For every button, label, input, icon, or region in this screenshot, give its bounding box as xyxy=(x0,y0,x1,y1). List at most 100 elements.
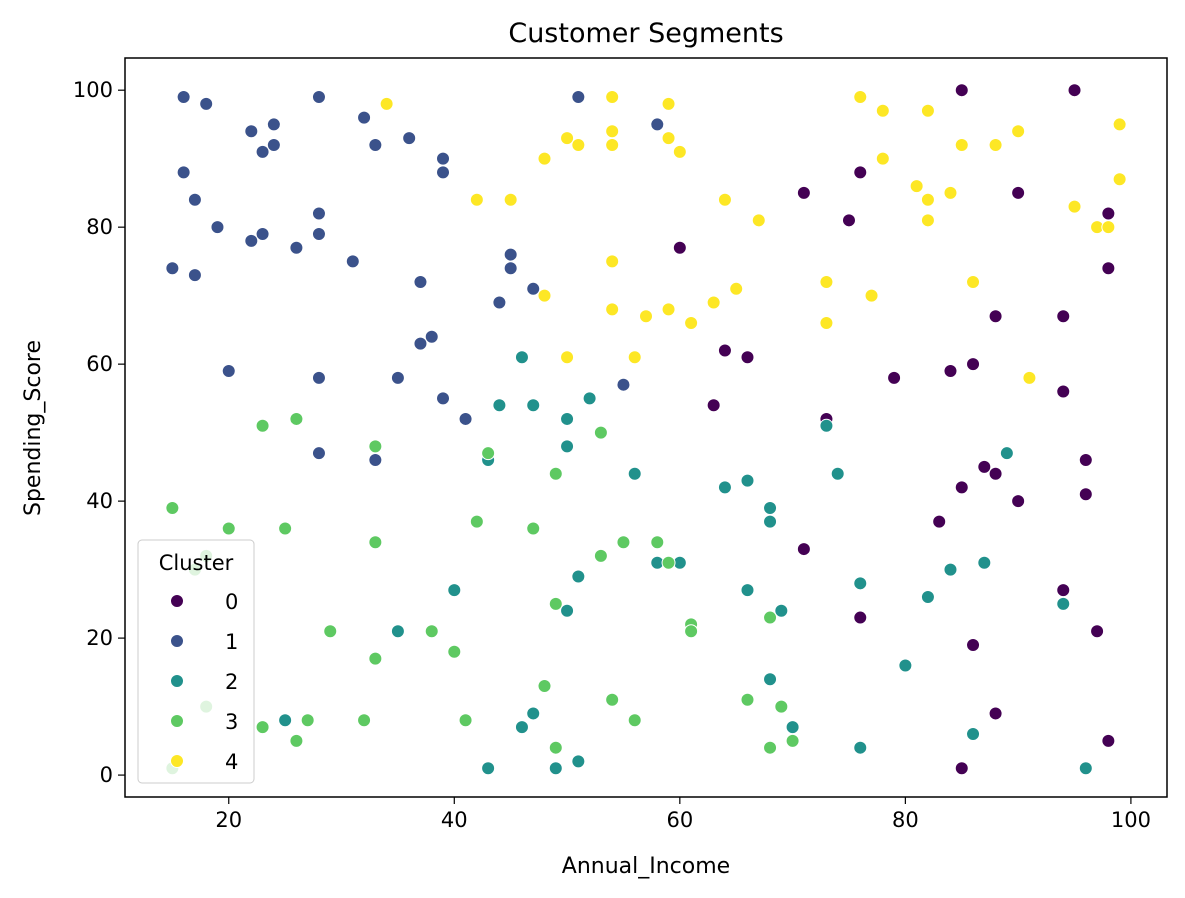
legend-box xyxy=(137,539,255,784)
data-point-cluster-1 xyxy=(458,411,473,426)
data-point-cluster-1 xyxy=(244,233,259,248)
data-point-cluster-3 xyxy=(447,644,462,659)
data-point-cluster-2 xyxy=(390,624,405,639)
data-point-cluster-1 xyxy=(436,165,451,180)
data-point-cluster-4 xyxy=(661,96,676,111)
data-point-cluster-0 xyxy=(1056,309,1071,324)
data-point-cluster-3 xyxy=(593,425,608,440)
data-point-cluster-4 xyxy=(537,288,552,303)
x-tick-label: 60 xyxy=(666,808,693,832)
data-point-cluster-3 xyxy=(661,555,676,570)
data-point-cluster-4 xyxy=(1112,117,1127,132)
data-point-cluster-0 xyxy=(796,542,811,557)
data-point-cluster-2 xyxy=(560,439,575,454)
data-point-cluster-4 xyxy=(560,350,575,365)
data-point-cluster-4 xyxy=(875,151,890,166)
data-point-cluster-3 xyxy=(548,740,563,755)
data-point-cluster-2 xyxy=(514,350,529,365)
legend-label-0: 0 xyxy=(225,590,238,614)
legend-marker-0 xyxy=(170,594,184,608)
data-point-cluster-1 xyxy=(255,144,270,159)
x-axis-label: Annual_Income xyxy=(562,854,730,879)
data-point-cluster-4 xyxy=(864,288,879,303)
data-point-cluster-0 xyxy=(1101,733,1116,748)
y-tick-label: 40 xyxy=(86,489,113,513)
data-point-cluster-2 xyxy=(763,672,778,687)
data-point-cluster-0 xyxy=(1078,453,1093,468)
data-point-cluster-3 xyxy=(300,713,315,728)
data-point-cluster-3 xyxy=(763,610,778,625)
data-point-cluster-2 xyxy=(560,411,575,426)
data-point-cluster-3 xyxy=(548,596,563,611)
data-point-cluster-1 xyxy=(244,124,259,139)
data-point-cluster-4 xyxy=(1067,199,1082,214)
legend-marker-3 xyxy=(170,714,184,728)
data-point-cluster-4 xyxy=(920,213,935,228)
data-point-cluster-4 xyxy=(717,192,732,207)
data-point-cluster-1 xyxy=(357,110,372,125)
data-point-cluster-2 xyxy=(560,603,575,618)
data-point-cluster-1 xyxy=(413,274,428,289)
chart-title: Customer Segments xyxy=(508,18,783,49)
data-point-cluster-0 xyxy=(1067,83,1082,98)
data-point-cluster-2 xyxy=(819,418,834,433)
data-point-cluster-3 xyxy=(255,720,270,735)
data-point-cluster-4 xyxy=(684,316,699,331)
data-point-cluster-2 xyxy=(571,569,586,584)
data-point-cluster-0 xyxy=(1101,206,1116,221)
data-point-cluster-1 xyxy=(436,391,451,406)
data-point-cluster-4 xyxy=(819,274,834,289)
data-point-cluster-4 xyxy=(1011,124,1026,139)
data-point-cluster-2 xyxy=(481,761,496,776)
data-point-cluster-4 xyxy=(537,151,552,166)
data-point-cluster-3 xyxy=(785,733,800,748)
data-point-cluster-3 xyxy=(616,535,631,550)
data-point-cluster-0 xyxy=(853,165,868,180)
data-point-cluster-4 xyxy=(943,185,958,200)
data-point-cluster-2 xyxy=(526,398,541,413)
data-point-cluster-3 xyxy=(740,692,755,707)
x-tick-label: 100 xyxy=(1111,808,1151,832)
data-point-cluster-4 xyxy=(1101,220,1116,235)
data-point-cluster-3 xyxy=(255,418,270,433)
data-point-cluster-3 xyxy=(469,514,484,529)
data-point-cluster-3 xyxy=(289,733,304,748)
data-point-cluster-2 xyxy=(999,446,1014,461)
data-point-cluster-4 xyxy=(819,316,834,331)
data-point-cluster-4 xyxy=(560,131,575,146)
data-point-cluster-2 xyxy=(548,761,563,776)
data-point-cluster-1 xyxy=(311,206,326,221)
data-point-cluster-4 xyxy=(988,137,1003,152)
data-point-cluster-1 xyxy=(176,90,191,105)
data-point-cluster-0 xyxy=(988,466,1003,481)
data-point-cluster-3 xyxy=(593,548,608,563)
data-point-cluster-1 xyxy=(526,281,541,296)
data-point-cluster-2 xyxy=(977,555,992,570)
data-point-cluster-1 xyxy=(571,90,586,105)
data-point-cluster-1 xyxy=(199,96,214,111)
data-point-cluster-4 xyxy=(751,213,766,228)
legend-marker-1 xyxy=(170,634,184,648)
data-point-cluster-1 xyxy=(210,220,225,235)
data-point-cluster-3 xyxy=(368,439,383,454)
data-point-cluster-4 xyxy=(920,192,935,207)
data-point-cluster-4 xyxy=(672,144,687,159)
data-point-cluster-1 xyxy=(176,165,191,180)
data-point-cluster-4 xyxy=(661,302,676,317)
legend-items: 0 1 2 3 4 xyxy=(170,590,238,774)
data-point-cluster-3 xyxy=(357,713,372,728)
data-point-cluster-0 xyxy=(1056,384,1071,399)
x-tick-label: 20 xyxy=(215,808,242,832)
data-point-cluster-0 xyxy=(853,610,868,625)
data-point-cluster-2 xyxy=(1056,596,1071,611)
data-point-cluster-0 xyxy=(988,309,1003,324)
data-point-cluster-1 xyxy=(492,295,507,310)
data-point-cluster-1 xyxy=(165,261,180,276)
data-point-cluster-1 xyxy=(266,137,281,152)
data-point-cluster-2 xyxy=(447,583,462,598)
data-point-cluster-4 xyxy=(379,96,394,111)
data-point-cluster-0 xyxy=(887,370,902,385)
data-point-cluster-3 xyxy=(368,535,383,550)
data-point-cluster-2 xyxy=(853,576,868,591)
